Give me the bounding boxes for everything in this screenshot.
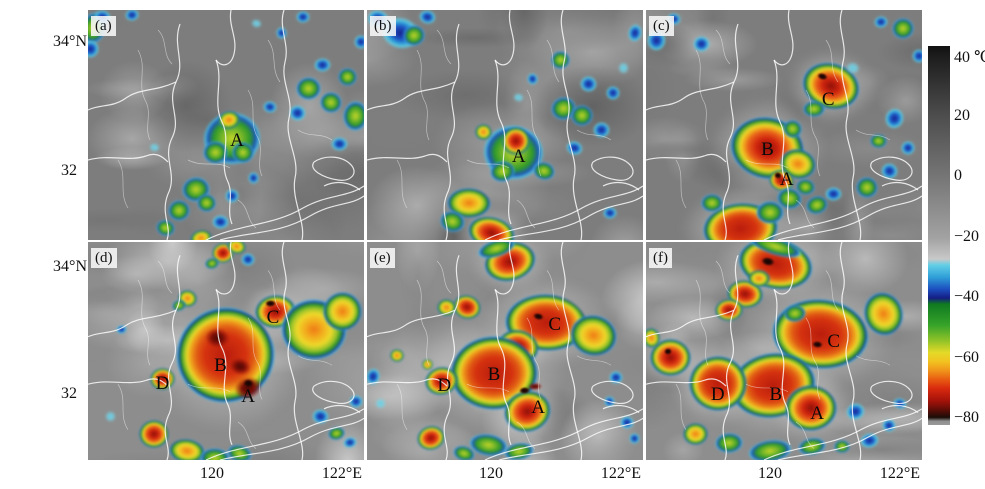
colorbar-gradient [928, 46, 950, 425]
x-tick-122E: 122°E [600, 465, 642, 482]
colorbar-tick-neg40: −40 [954, 288, 980, 305]
panel-tag-e: (e) [370, 248, 395, 268]
x-tick-120: 120 [200, 465, 224, 482]
storm-cell [683, 422, 709, 445]
storm-label-A: A [511, 146, 526, 168]
storm-cell [330, 136, 348, 151]
colorbar-tick-neg60: −60 [954, 349, 980, 366]
storm-cell [474, 123, 492, 141]
colorbar-tick-20: 20 [954, 107, 970, 124]
y-tick-32: 32 [61, 385, 77, 402]
colorbar-tick-neg20: −20 [954, 228, 980, 245]
storm-label-A: A [241, 385, 255, 407]
storm-cell [872, 14, 889, 29]
y-tick-34N: 34°N [53, 258, 87, 275]
panel-c: B A C (c) [646, 10, 922, 240]
storm-cell [212, 214, 229, 229]
storm-label-C: C [827, 331, 841, 353]
storm-cell [296, 11, 311, 23]
panel-tag-f: (f) [649, 248, 672, 268]
storm-label-A: A [779, 169, 794, 191]
storm-cell [869, 133, 887, 149]
panel-f: B A C D (f) [646, 242, 922, 460]
storm-cell [296, 76, 322, 100]
storm-label-C: C [821, 88, 835, 110]
panel-tag-c: (c) [649, 16, 674, 36]
storm-cell [714, 297, 744, 322]
x-tick-122E: 122°E [321, 465, 363, 482]
storm-label-B: B [214, 355, 227, 377]
storm-label-C: C [266, 307, 280, 329]
storm-label-B: B [487, 363, 501, 385]
storm-cell [714, 432, 744, 454]
storm-cell [602, 206, 618, 219]
storm-cell [607, 370, 623, 385]
storm-cell [911, 48, 922, 64]
panel-tag-a: (a) [91, 16, 116, 36]
storm-cell [342, 100, 364, 132]
colorbar-tick-0: 0 [954, 167, 962, 184]
panel-a: A (a) [88, 10, 364, 240]
storm-label-A: A [531, 396, 545, 418]
storm-label-A: A [810, 403, 824, 425]
storm-cell [833, 440, 851, 454]
storm-cell [811, 340, 823, 349]
storm-label-D: D [710, 383, 725, 405]
storm-cell [663, 347, 673, 355]
storm-label-C: C [548, 313, 562, 335]
x-tick-120: 120 [479, 465, 503, 482]
panel-e: B A C D (e) [367, 242, 643, 460]
panel-b: A (b) [367, 10, 643, 240]
x-tick-122E: 122°E [879, 465, 921, 482]
panel-tag-d: (d) [91, 248, 117, 268]
storm-label-A: A [230, 130, 244, 152]
storm-label-B: B [769, 383, 783, 405]
storm-label-B: B [761, 139, 774, 161]
colorbar-tick-neg80: −80 [954, 409, 980, 426]
y-tick-34N: 34°N [53, 33, 87, 50]
colorbar-tick-40: 40 ℃ [954, 49, 985, 66]
panel-tag-b: (b) [370, 16, 396, 36]
y-tick-32: 32 [61, 162, 77, 179]
x-tick-120: 120 [758, 465, 782, 482]
storm-label-D: D [155, 372, 170, 394]
storm-cell [264, 299, 276, 307]
storm-label-D: D [437, 374, 452, 396]
storm-cell [528, 382, 543, 390]
panel-d: B A C D (d) [88, 242, 364, 460]
